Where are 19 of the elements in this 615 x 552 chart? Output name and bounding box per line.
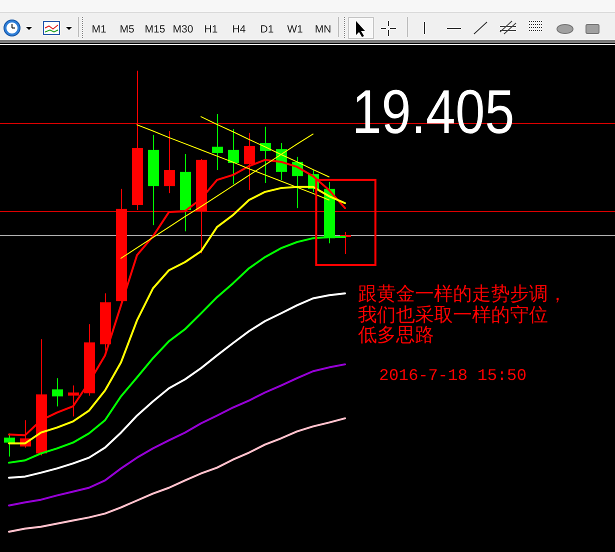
annotation: 低多思路: [358, 325, 434, 346]
text: H1: [204, 24, 218, 36]
text: M30: [172, 24, 194, 36]
candlestick: [52, 378, 63, 406]
text: D1: [260, 24, 274, 36]
text: MN: [314, 24, 332, 36]
text: W1: [287, 24, 304, 36]
candlestick: [100, 293, 111, 350]
candlestick: [164, 130, 175, 194]
annotation: 跟黄金一样的走势步调，: [358, 284, 567, 305]
text: M1: [92, 24, 106, 36]
candlestick: [132, 70, 143, 210]
text: M15: [144, 24, 166, 36]
text: M5: [120, 24, 134, 36]
candlestick: [148, 134, 159, 226]
annotation: 2016-7-18 15:50: [379, 366, 527, 385]
annotation: 我们也采取一样的守位: [358, 304, 548, 326]
text: H4: [232, 24, 246, 36]
candlestick: [212, 114, 223, 170]
